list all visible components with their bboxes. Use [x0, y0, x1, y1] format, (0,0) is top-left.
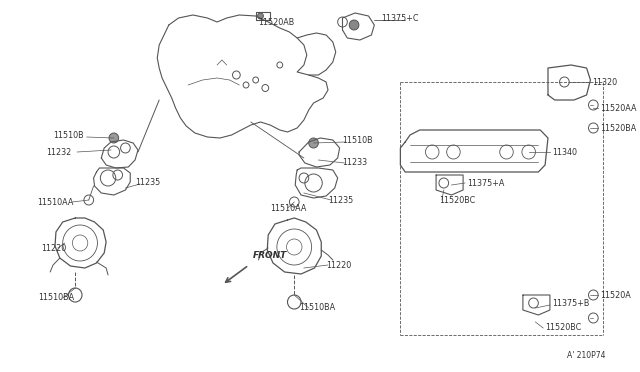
- Text: FRONT: FRONT: [253, 251, 287, 260]
- Text: 11340: 11340: [552, 148, 577, 157]
- Text: 11375+A: 11375+A: [467, 179, 504, 187]
- Text: 11520AA: 11520AA: [600, 103, 637, 112]
- Text: 11220: 11220: [42, 244, 67, 253]
- Text: 11233: 11233: [342, 157, 367, 167]
- Text: 11520BC: 11520BC: [545, 324, 581, 333]
- Text: 11520BA: 11520BA: [600, 124, 636, 132]
- Text: 11375+B: 11375+B: [552, 298, 589, 308]
- Circle shape: [109, 133, 118, 143]
- Text: 11375+C: 11375+C: [381, 13, 419, 22]
- Text: 11510AA: 11510AA: [270, 203, 307, 212]
- Text: A' 210P74: A' 210P74: [568, 351, 606, 360]
- Text: 11520A: 11520A: [600, 291, 631, 299]
- Text: 11520AB: 11520AB: [259, 17, 295, 26]
- Circle shape: [349, 20, 359, 30]
- Text: 11232: 11232: [46, 148, 72, 157]
- Text: 11520BC: 11520BC: [439, 196, 476, 205]
- Text: 11320: 11320: [593, 77, 618, 87]
- Text: 11235: 11235: [135, 177, 160, 186]
- Text: 11510AA: 11510AA: [36, 198, 73, 206]
- Circle shape: [257, 13, 264, 19]
- Circle shape: [308, 138, 318, 148]
- Text: 11510B: 11510B: [53, 131, 84, 140]
- Text: 11235: 11235: [328, 196, 353, 205]
- Text: 11220: 11220: [326, 260, 351, 269]
- Text: 11510B: 11510B: [342, 135, 373, 144]
- Text: 11510BA: 11510BA: [299, 304, 335, 312]
- Text: 11510BA: 11510BA: [38, 294, 75, 302]
